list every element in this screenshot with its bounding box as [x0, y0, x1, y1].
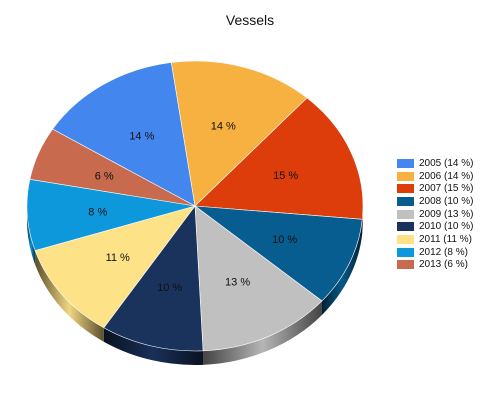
- legend-item-2009: 2009 (13 %): [397, 208, 497, 221]
- legend-swatch: [397, 196, 414, 206]
- pie-slice-2009: [194, 205, 323, 352]
- legend-item-2007: 2007 (15 %): [397, 182, 497, 195]
- data-label-2013: 6 %: [95, 170, 114, 182]
- data-label-2007: 15 %: [273, 170, 298, 182]
- pie-slice-2010: [103, 205, 204, 352]
- pie-slice-depth-2010: [103, 327, 204, 365]
- legend-item-2012: 2012 (8 %): [397, 246, 497, 259]
- pie-slice-2005: [52, 62, 196, 207]
- legend-label: 2007 (15 %): [419, 183, 474, 195]
- pie-slice-depth-2012: [27, 206, 36, 265]
- legend-label: 2010 (10 %): [419, 221, 474, 233]
- data-label-2011: 11 %: [106, 252, 130, 264]
- legend-item-2005: 2005 (14 %): [397, 157, 497, 170]
- legend-label: 2013 (6 %): [419, 259, 468, 271]
- legend-item-2011: 2011 (11 %): [397, 233, 497, 246]
- legend-label: 2011 (11 %): [419, 233, 472, 245]
- pie-slice-2008: [193, 205, 363, 302]
- legend-swatch: [397, 209, 414, 219]
- pie-slice-depth-2008: [321, 219, 363, 315]
- pie-slice-2007: [194, 97, 364, 220]
- pie-slice-depth-2009: [203, 300, 322, 365]
- legend-label: 2012 (8 %): [419, 246, 468, 258]
- data-label-2005: 14 %: [129, 131, 154, 143]
- legend-label: 2008 (10 %): [419, 195, 474, 207]
- legend-label: 2006 (14 %): [419, 170, 474, 182]
- legend-label: 2009 (13 %): [419, 208, 474, 220]
- legend-label: 2005 (14 %): [419, 157, 474, 169]
- legend-swatch: [397, 247, 414, 257]
- pie-slice-2013: [29, 128, 196, 207]
- data-label-2009: 13 %: [225, 277, 250, 289]
- legend-item-2006: 2006 (14 %): [397, 170, 497, 183]
- pie-slice-2006: [170, 60, 308, 207]
- legend-swatch: [397, 184, 414, 194]
- legend-swatch: [397, 260, 414, 270]
- data-label-2012: 8 %: [88, 206, 107, 218]
- legend-item-2010: 2010 (10 %): [397, 220, 497, 233]
- legend-swatch: [397, 222, 414, 232]
- data-label-2008: 10 %: [272, 234, 297, 246]
- pie-slice-depth-2011: [35, 250, 104, 342]
- legend-swatch: [397, 234, 414, 244]
- data-label-2006: 14 %: [211, 121, 236, 133]
- legend-item-2013: 2013 (6 %): [397, 259, 497, 272]
- legend-swatch: [397, 171, 414, 181]
- legend-swatch: [397, 158, 414, 168]
- pie-slice-2011: [34, 205, 196, 329]
- chart-legend: 2005 (14 %) 2006 (14 %) 2007 (15 %) 2008 (1…: [397, 157, 497, 271]
- legend-item-2008: 2008 (10 %): [397, 195, 497, 208]
- chart-title: Vessels: [226, 12, 274, 28]
- data-label-2010: 10 %: [157, 282, 182, 294]
